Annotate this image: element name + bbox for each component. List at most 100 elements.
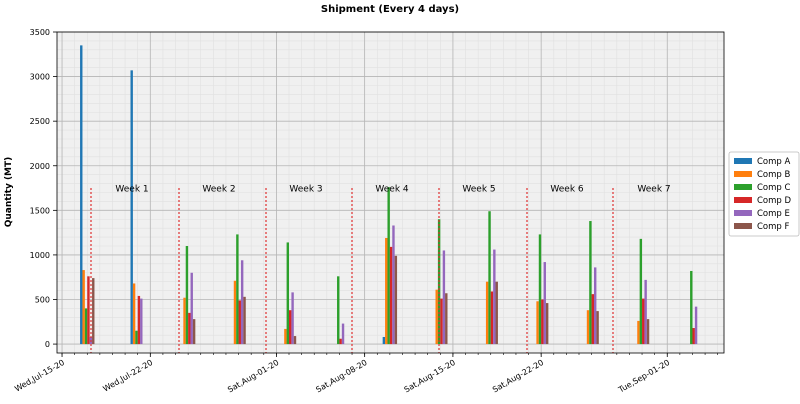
bar-comp-f bbox=[596, 311, 599, 345]
bar-comp-e bbox=[442, 250, 446, 345]
bar-comp-e bbox=[392, 225, 395, 345]
bars bbox=[80, 45, 698, 345]
bar-comp-f bbox=[495, 281, 498, 345]
week-dividers bbox=[90, 188, 614, 353]
x-tick-label: Wed,Jul-15-20 bbox=[13, 358, 66, 394]
bar-comp-f bbox=[545, 303, 549, 345]
bar-comp-d bbox=[87, 276, 90, 345]
bar-comp-e bbox=[694, 306, 698, 345]
bar-comp-e bbox=[190, 272, 193, 345]
legend-label: Comp E bbox=[757, 209, 790, 219]
plot-frame bbox=[56, 31, 725, 354]
bar-comp-c bbox=[488, 211, 491, 345]
week-label: Week 6 bbox=[550, 185, 584, 195]
x-tick-label: Tue,Sep-01-20 bbox=[616, 358, 671, 395]
week-label: Week 1 bbox=[115, 185, 148, 195]
legend-swatch bbox=[734, 184, 752, 190]
bar-comp-c bbox=[639, 238, 643, 345]
bar-comp-c bbox=[135, 330, 138, 345]
bar-comp-f bbox=[445, 293, 448, 345]
bar-comp-e bbox=[140, 298, 143, 345]
legend-label: Comp D bbox=[757, 196, 792, 206]
week-label: Week 7 bbox=[637, 185, 670, 195]
x-tick-label: Wed,Jul-22-20 bbox=[101, 358, 154, 394]
bar-comp-b bbox=[586, 310, 590, 345]
bar-comp-b bbox=[485, 281, 489, 345]
week-label: Week 3 bbox=[289, 185, 322, 195]
bar-comp-f bbox=[192, 319, 196, 345]
legend-label: Comp C bbox=[757, 183, 791, 193]
bar-comp-e bbox=[240, 260, 244, 345]
bar-comp-d bbox=[389, 246, 393, 345]
bar-comp-e bbox=[644, 279, 647, 345]
bar-comp-d bbox=[289, 310, 292, 345]
x-tick-label: Sat,Aug-01-20 bbox=[226, 358, 280, 395]
bar-comp-f bbox=[293, 336, 297, 345]
week-label: Week 5 bbox=[462, 185, 495, 195]
bar-comp-b bbox=[82, 270, 85, 345]
legend-swatch bbox=[734, 197, 752, 203]
week-labels: Week 1 Week 2 Week 3 Week 4 Week 5 Week 6 Week… bbox=[115, 185, 670, 195]
y-tick-label: 3500 bbox=[30, 28, 50, 37]
y-axis: 0 500 1000 1500 2000 2500 3000 3500 bbox=[30, 28, 57, 349]
bar-comp-e bbox=[341, 323, 345, 345]
x-tick-label: Sat,Aug-15-20 bbox=[403, 358, 457, 395]
y-tick-label: 3000 bbox=[30, 73, 50, 82]
bar-comp-a bbox=[130, 70, 133, 345]
bar-comp-c bbox=[185, 246, 189, 345]
bar-comp-c bbox=[538, 234, 542, 345]
bar-comp-d bbox=[591, 294, 595, 345]
bar-comp-d bbox=[541, 299, 544, 345]
legend-swatch bbox=[734, 210, 752, 216]
bar-comp-b bbox=[183, 297, 186, 345]
bar-comp-f bbox=[92, 278, 95, 345]
bar-comp-a bbox=[382, 336, 386, 345]
bar-comp-d bbox=[692, 328, 695, 345]
bar-comp-d bbox=[642, 298, 645, 345]
week-label: Week 2 bbox=[202, 185, 235, 195]
y-axis-label: Quantity (MT) bbox=[4, 157, 14, 228]
legend-swatch bbox=[734, 223, 752, 229]
bar-comp-c bbox=[690, 270, 693, 345]
bar-comp-c bbox=[589, 221, 592, 345]
bar-comp-c bbox=[337, 276, 340, 345]
bar-comp-e bbox=[594, 267, 597, 345]
bar-comp-c bbox=[236, 234, 239, 345]
legend-label: Comp B bbox=[757, 170, 791, 180]
legend: Comp A Comp B Comp C Comp D Comp E Comp F bbox=[728, 151, 800, 237]
bar-comp-e bbox=[291, 292, 294, 345]
bar-comp-b bbox=[637, 320, 640, 345]
bar-comp-f bbox=[646, 319, 650, 345]
legend-swatch bbox=[734, 158, 752, 164]
y-tick-label: 2500 bbox=[30, 117, 50, 126]
bar-comp-d bbox=[339, 338, 342, 345]
bar-comp-b bbox=[536, 301, 539, 345]
y-tick-label: 0 bbox=[45, 340, 50, 349]
bar-comp-d bbox=[238, 300, 241, 345]
bar-comp-b bbox=[233, 280, 237, 345]
bar-comp-b bbox=[132, 283, 136, 345]
y-tick-label: 1500 bbox=[30, 206, 50, 215]
legend-label: Comp A bbox=[757, 157, 791, 167]
y-tick-label: 500 bbox=[35, 296, 50, 305]
x-tick-label: Sat,Aug-08-20 bbox=[314, 358, 368, 395]
bar-comp-b bbox=[284, 328, 287, 345]
bar-comp-f bbox=[243, 296, 246, 345]
bar-comp-f bbox=[394, 255, 398, 345]
bar-comp-b bbox=[385, 237, 388, 345]
bar-comp-d bbox=[440, 298, 443, 345]
bar-comp-c bbox=[387, 187, 390, 345]
bar-comp-c bbox=[84, 308, 88, 345]
legend-swatch bbox=[734, 171, 752, 177]
y-tick-label: 2000 bbox=[30, 162, 50, 171]
chart-title: Shipment (Every 4 days) bbox=[321, 4, 459, 15]
bar-comp-e bbox=[493, 249, 496, 345]
bar-comp-c bbox=[286, 242, 289, 345]
week-label: Week 4 bbox=[375, 185, 409, 195]
x-tick-label: Sat,Aug-22-20 bbox=[491, 358, 545, 395]
bar-comp-a bbox=[80, 45, 83, 345]
bar-comp-e bbox=[543, 262, 546, 345]
x-axis: Wed,Jul-15-20 Wed,Jul-22-20 Sat,Aug-01-20 S… bbox=[13, 353, 718, 395]
bar-comp-d bbox=[137, 295, 141, 345]
